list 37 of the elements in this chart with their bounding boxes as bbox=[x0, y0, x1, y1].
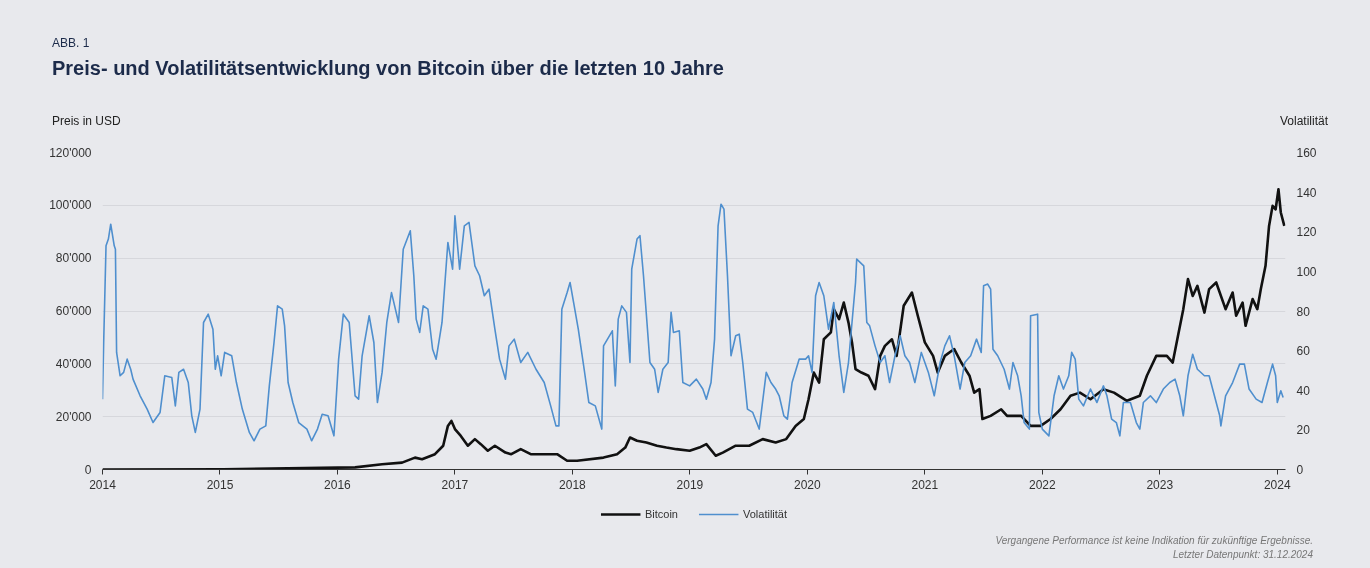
legend-label: Bitcoin bbox=[644, 508, 678, 520]
y-tick-label: 120'000 bbox=[49, 145, 92, 160]
line-series bbox=[102, 187, 1286, 470]
x-tick-label: 2023 bbox=[1146, 477, 1174, 492]
y2-tick-label: 140 bbox=[1296, 185, 1317, 200]
y2-tick-label: 40 bbox=[1296, 383, 1311, 398]
y-axis-title: Preis in USD bbox=[52, 113, 121, 130]
line-series bbox=[102, 203, 1284, 442]
y2-tick-label: 60 bbox=[1296, 344, 1311, 359]
y-tick-label: 80'000 bbox=[55, 251, 92, 266]
chart-title: Preis- und Volatilitätsentwicklung von Bitcoin über die letzten 10 Jahre bbox=[52, 56, 724, 82]
x-tick-label: 2017 bbox=[441, 477, 469, 492]
y2-axis-title: Volatilität bbox=[1279, 113, 1328, 130]
x-tick-label: 2019 bbox=[676, 477, 704, 492]
text: Vergangene Performance ist keine Indikation für zukünftige Ergebnisse. bbox=[995, 534, 1313, 548]
x-tick-label: 2018 bbox=[559, 477, 587, 492]
y-tick-label: 20'000 bbox=[55, 409, 92, 424]
x-tick-label: 2021 bbox=[911, 477, 939, 492]
text: Letzter Datenpunkt: 31.12.2024 bbox=[1171, 548, 1313, 562]
y2-tick-label: 120 bbox=[1296, 225, 1317, 240]
x-tick-label: 2015 bbox=[206, 477, 234, 492]
y2-tick-label: 160 bbox=[1296, 146, 1317, 160]
y-tick-label: 100'000 bbox=[49, 198, 92, 213]
y2-tick-label: 20 bbox=[1296, 423, 1311, 438]
y-tick-label: 60'000 bbox=[55, 304, 92, 318]
y2-tick-label: 80 bbox=[1296, 304, 1311, 319]
chart-subtitle: ABB. 1 bbox=[52, 35, 91, 52]
x-tick-label: 2014 bbox=[89, 477, 117, 492]
x-tick-label: 2016 bbox=[324, 477, 352, 492]
y2-tick-label: 0 bbox=[1296, 463, 1304, 477]
y-tick-label: 0 bbox=[84, 462, 92, 477]
x-tick-label: 2022 bbox=[1028, 477, 1056, 492]
y2-tick-label: 100 bbox=[1296, 264, 1317, 279]
x-tick-label: 2020 bbox=[794, 477, 822, 492]
y-tick-label: 40'000 bbox=[55, 356, 92, 371]
x-tick-label: 2024 bbox=[1263, 477, 1291, 492]
legend-label: Volatilität bbox=[743, 508, 788, 520]
